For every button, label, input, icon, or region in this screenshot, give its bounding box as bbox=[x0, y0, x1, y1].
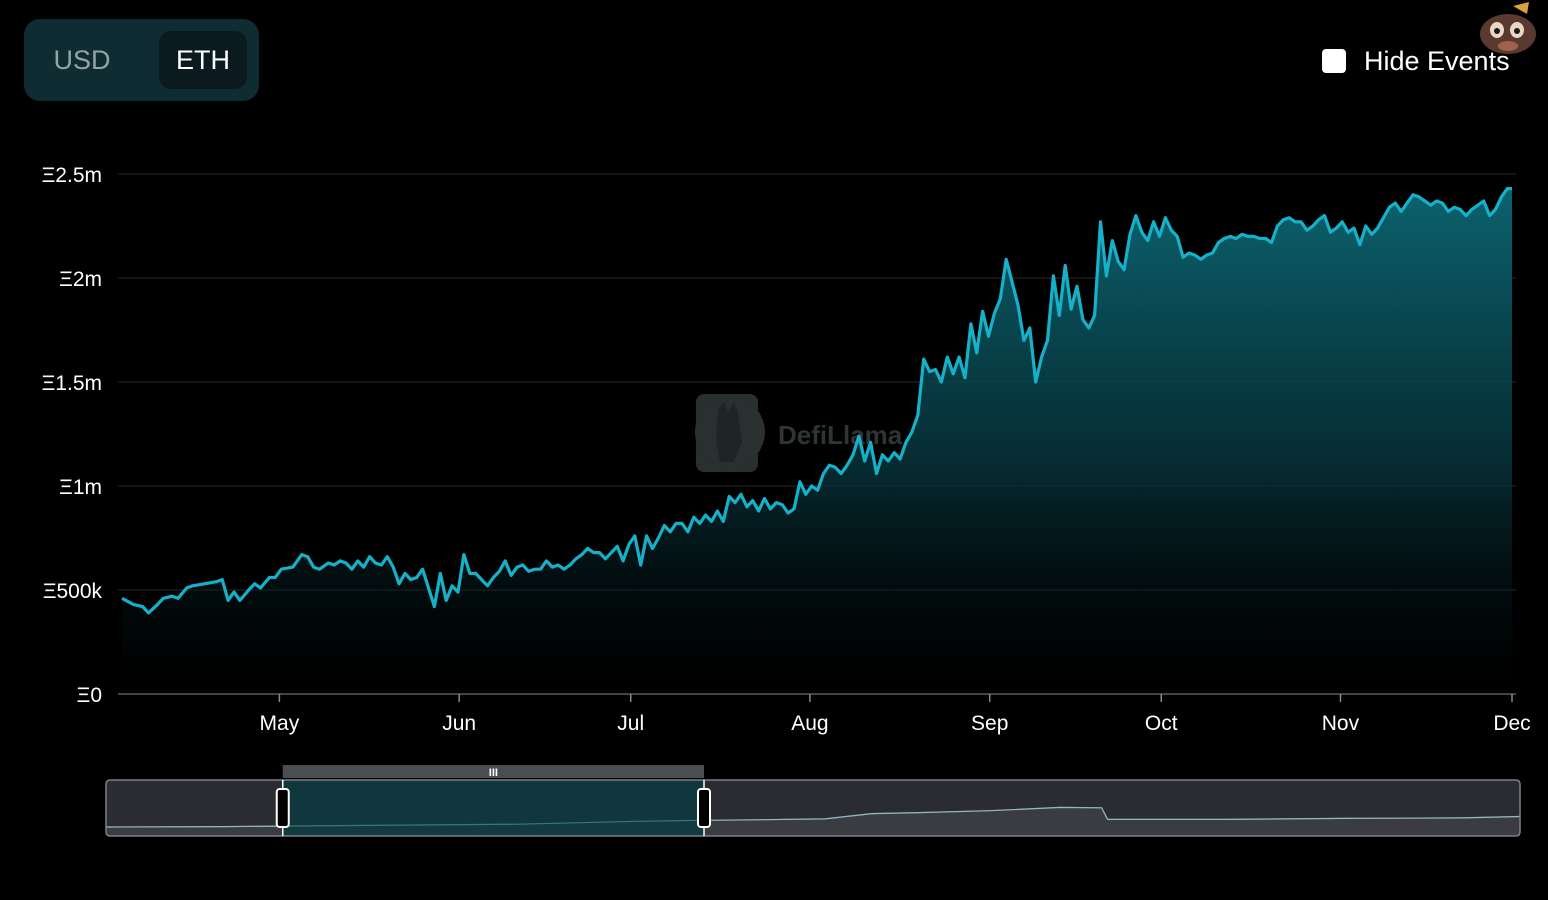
y-tick-label: Ξ1.5m bbox=[42, 372, 102, 395]
navigator-selection bbox=[282, 780, 705, 836]
x-tick-label: May bbox=[260, 712, 300, 735]
defillama-watermark: DefiLlama bbox=[695, 394, 903, 472]
currency-toggle: USD ETH bbox=[24, 19, 259, 101]
watermark-text: DefiLlama bbox=[778, 420, 903, 450]
tvl-area bbox=[122, 188, 1512, 694]
x-tick-label: Sep bbox=[971, 712, 1008, 735]
tvl-line bbox=[121, 187, 1512, 615]
x-tick-label: Nov bbox=[1322, 712, 1360, 735]
range-navigator[interactable]: III bbox=[105, 765, 1521, 837]
y-tick-label: Ξ0 bbox=[77, 684, 102, 707]
scrollbar-grip-icon: III bbox=[489, 767, 498, 779]
y-tick-label: Ξ2.5m bbox=[42, 164, 102, 187]
navigator-selected-line bbox=[105, 806, 1521, 828]
hide-events-label: Hide Events bbox=[1364, 45, 1510, 76]
usd-toggle-button[interactable]: USD bbox=[53, 45, 111, 75]
x-tick-label: Oct bbox=[1145, 712, 1178, 735]
navigator-border bbox=[105, 779, 1521, 837]
hide-events-checkbox[interactable] bbox=[1322, 49, 1346, 73]
eth-toggle-button[interactable]: ETH bbox=[159, 31, 247, 89]
x-tick-label: Jun bbox=[442, 712, 476, 735]
x-tick-label: Dec bbox=[1493, 712, 1530, 735]
navigator-left-handle[interactable] bbox=[275, 788, 290, 828]
x-tick-label: Jul bbox=[617, 712, 644, 735]
hide-events-toggle[interactable]: Hide Events bbox=[1322, 44, 1510, 78]
navigator-scrollbar[interactable] bbox=[282, 765, 705, 778]
y-axis: Ξ0 Ξ500k Ξ1m Ξ1.5m Ξ2m Ξ2.5m bbox=[42, 164, 103, 707]
x-tick-label: Aug bbox=[791, 712, 828, 735]
navigator-right-handle[interactable] bbox=[697, 788, 712, 828]
y-tick-label: Ξ1m bbox=[59, 476, 102, 499]
y-tick-label: Ξ2m bbox=[59, 268, 102, 291]
y-tick-label: Ξ500k bbox=[43, 580, 103, 603]
x-axis: May Jun Jul Aug Sep Oct Nov Dec bbox=[118, 693, 1531, 735]
llama-mascot-icon[interactable] bbox=[1473, 0, 1543, 56]
